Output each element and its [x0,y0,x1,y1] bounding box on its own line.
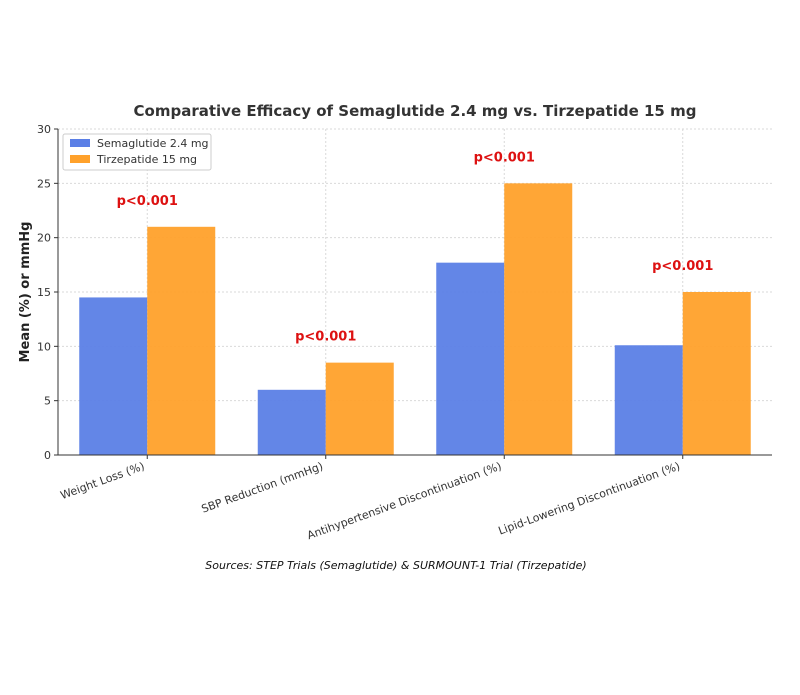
legend-box [62,133,212,171]
y-axis-ticks: 0 5 10 15 20 25 30 [37,123,58,462]
x-tick-label: Antihypertensive Discontinuation (%) [305,460,503,543]
annotations: p<0.001 p<0.001 p<0.001 p<0.001 [117,150,714,344]
legend-label-semaglutide: Semaglutide 2.4 mg [97,137,209,150]
source-note: Sources: STEP Trials (Semaglutide) & SUR… [205,559,586,572]
y-tick-label: 25 [37,177,51,190]
p-value-annotation: p<0.001 [652,259,713,274]
chart-title: Comparative Efficacy of Semaglutide 2.4 … [134,102,697,120]
bar-semaglutide-3 [614,345,683,455]
x-tick-label: Lipid-Lowering Discontinuation (%) [497,460,682,538]
grid [58,128,772,455]
bar-semaglutide-1 [257,389,326,455]
bar-semaglutide-2 [436,262,505,455]
y-tick-label: 20 [37,232,51,245]
x-tick-label: Weight Loss (%) [59,460,147,502]
bars [79,183,751,456]
bar-semaglutide-0 [79,297,148,455]
y-tick-label: 15 [37,286,51,299]
bar-tirzepatide-2 [504,183,573,456]
y-tick-label: 5 [44,395,51,408]
p-value-annotation: p<0.001 [295,330,356,345]
y-tick-label: 30 [37,123,51,136]
legend: Semaglutide 2.4 mg Tirzepatide 15 mg [62,133,212,171]
p-value-annotation: p<0.001 [117,194,178,209]
y-axis-label: Mean (%) or mmHg [18,222,33,363]
bar-tirzepatide-1 [325,362,394,455]
legend-swatch-semaglutide [70,139,90,147]
y-tick-label: 0 [44,449,51,462]
y-tick-label: 10 [37,340,51,353]
p-value-annotation: p<0.001 [474,150,535,165]
bar-tirzepatide-0 [147,226,216,455]
bar-tirzepatide-3 [682,292,751,455]
x-tick-label: SBP Reduction (mmHg) [200,460,325,516]
legend-swatch-tirzepatide [70,155,90,163]
x-axis-labels: Weight Loss (%) SBP Reduction (mmHg)Antih… [59,455,684,543]
legend-label-tirzepatide: Tirzepatide 15 mg [96,153,197,166]
